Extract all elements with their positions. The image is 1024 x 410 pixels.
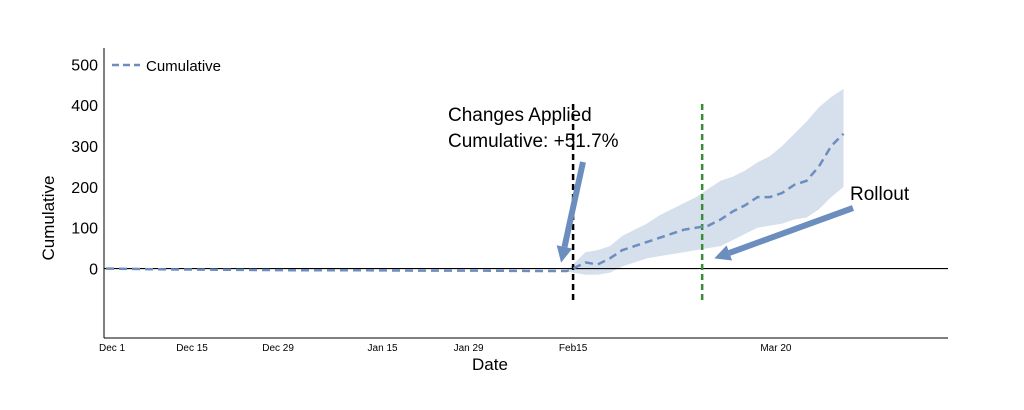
- changes-applied-arrow-shaft: [561, 161, 586, 248]
- rollout-arrow-shaft: [728, 205, 855, 256]
- series-cumulative-line: [105, 132, 845, 273]
- changes-applied-arrow-head: [556, 245, 573, 263]
- axes: [103, 48, 948, 339]
- x-axis-label: Date: [472, 355, 508, 374]
- annotation-changes-line1: Changes Applied: [448, 105, 592, 126]
- changes-applied-arrow: [556, 161, 586, 263]
- x-tick-label: Jan 15: [368, 343, 398, 354]
- x-tick-label: Dec 29: [262, 343, 294, 354]
- y-tick-labels: 0 100 200 300 400 500: [71, 57, 98, 278]
- legend: Cumulative: [112, 58, 221, 75]
- confidence-band: [106, 88, 844, 275]
- confidence-band-layer: [106, 88, 844, 275]
- x-tick-label: Dec 15: [176, 343, 208, 354]
- rollout-arrow-head: [714, 245, 733, 261]
- x-tick-label: Dec 1: [99, 343, 126, 354]
- legend-label: Cumulative: [146, 58, 221, 75]
- y-tick-label: 300: [71, 139, 98, 156]
- x-tick-labels: Dec 1 Dec 15 Dec 29 Jan 15 Jan 29 Feb15 Mar 20: [99, 343, 792, 354]
- x-tick-label: Mar 20: [760, 343, 792, 354]
- rollout-arrow: [714, 205, 855, 261]
- y-tick-label: 200: [71, 180, 98, 197]
- annotation-changes-line2: Cumulative: +51.7%: [448, 131, 619, 152]
- y-tick-label: 500: [71, 57, 98, 74]
- y-tick-label: 400: [71, 98, 98, 115]
- x-tick-label: Jan 29: [454, 343, 484, 354]
- y-tick-label: 0: [89, 262, 98, 279]
- y-tick-label: 100: [71, 221, 98, 238]
- annotation-layer: Changes Applied Cumulative: +51.7% Rollo…: [448, 105, 910, 263]
- series-layer: [105, 132, 845, 273]
- x-tick-label: Feb15: [559, 343, 588, 354]
- annotation-rollout: Rollout: [850, 184, 910, 205]
- y-axis-label: Cumulative: [39, 175, 58, 260]
